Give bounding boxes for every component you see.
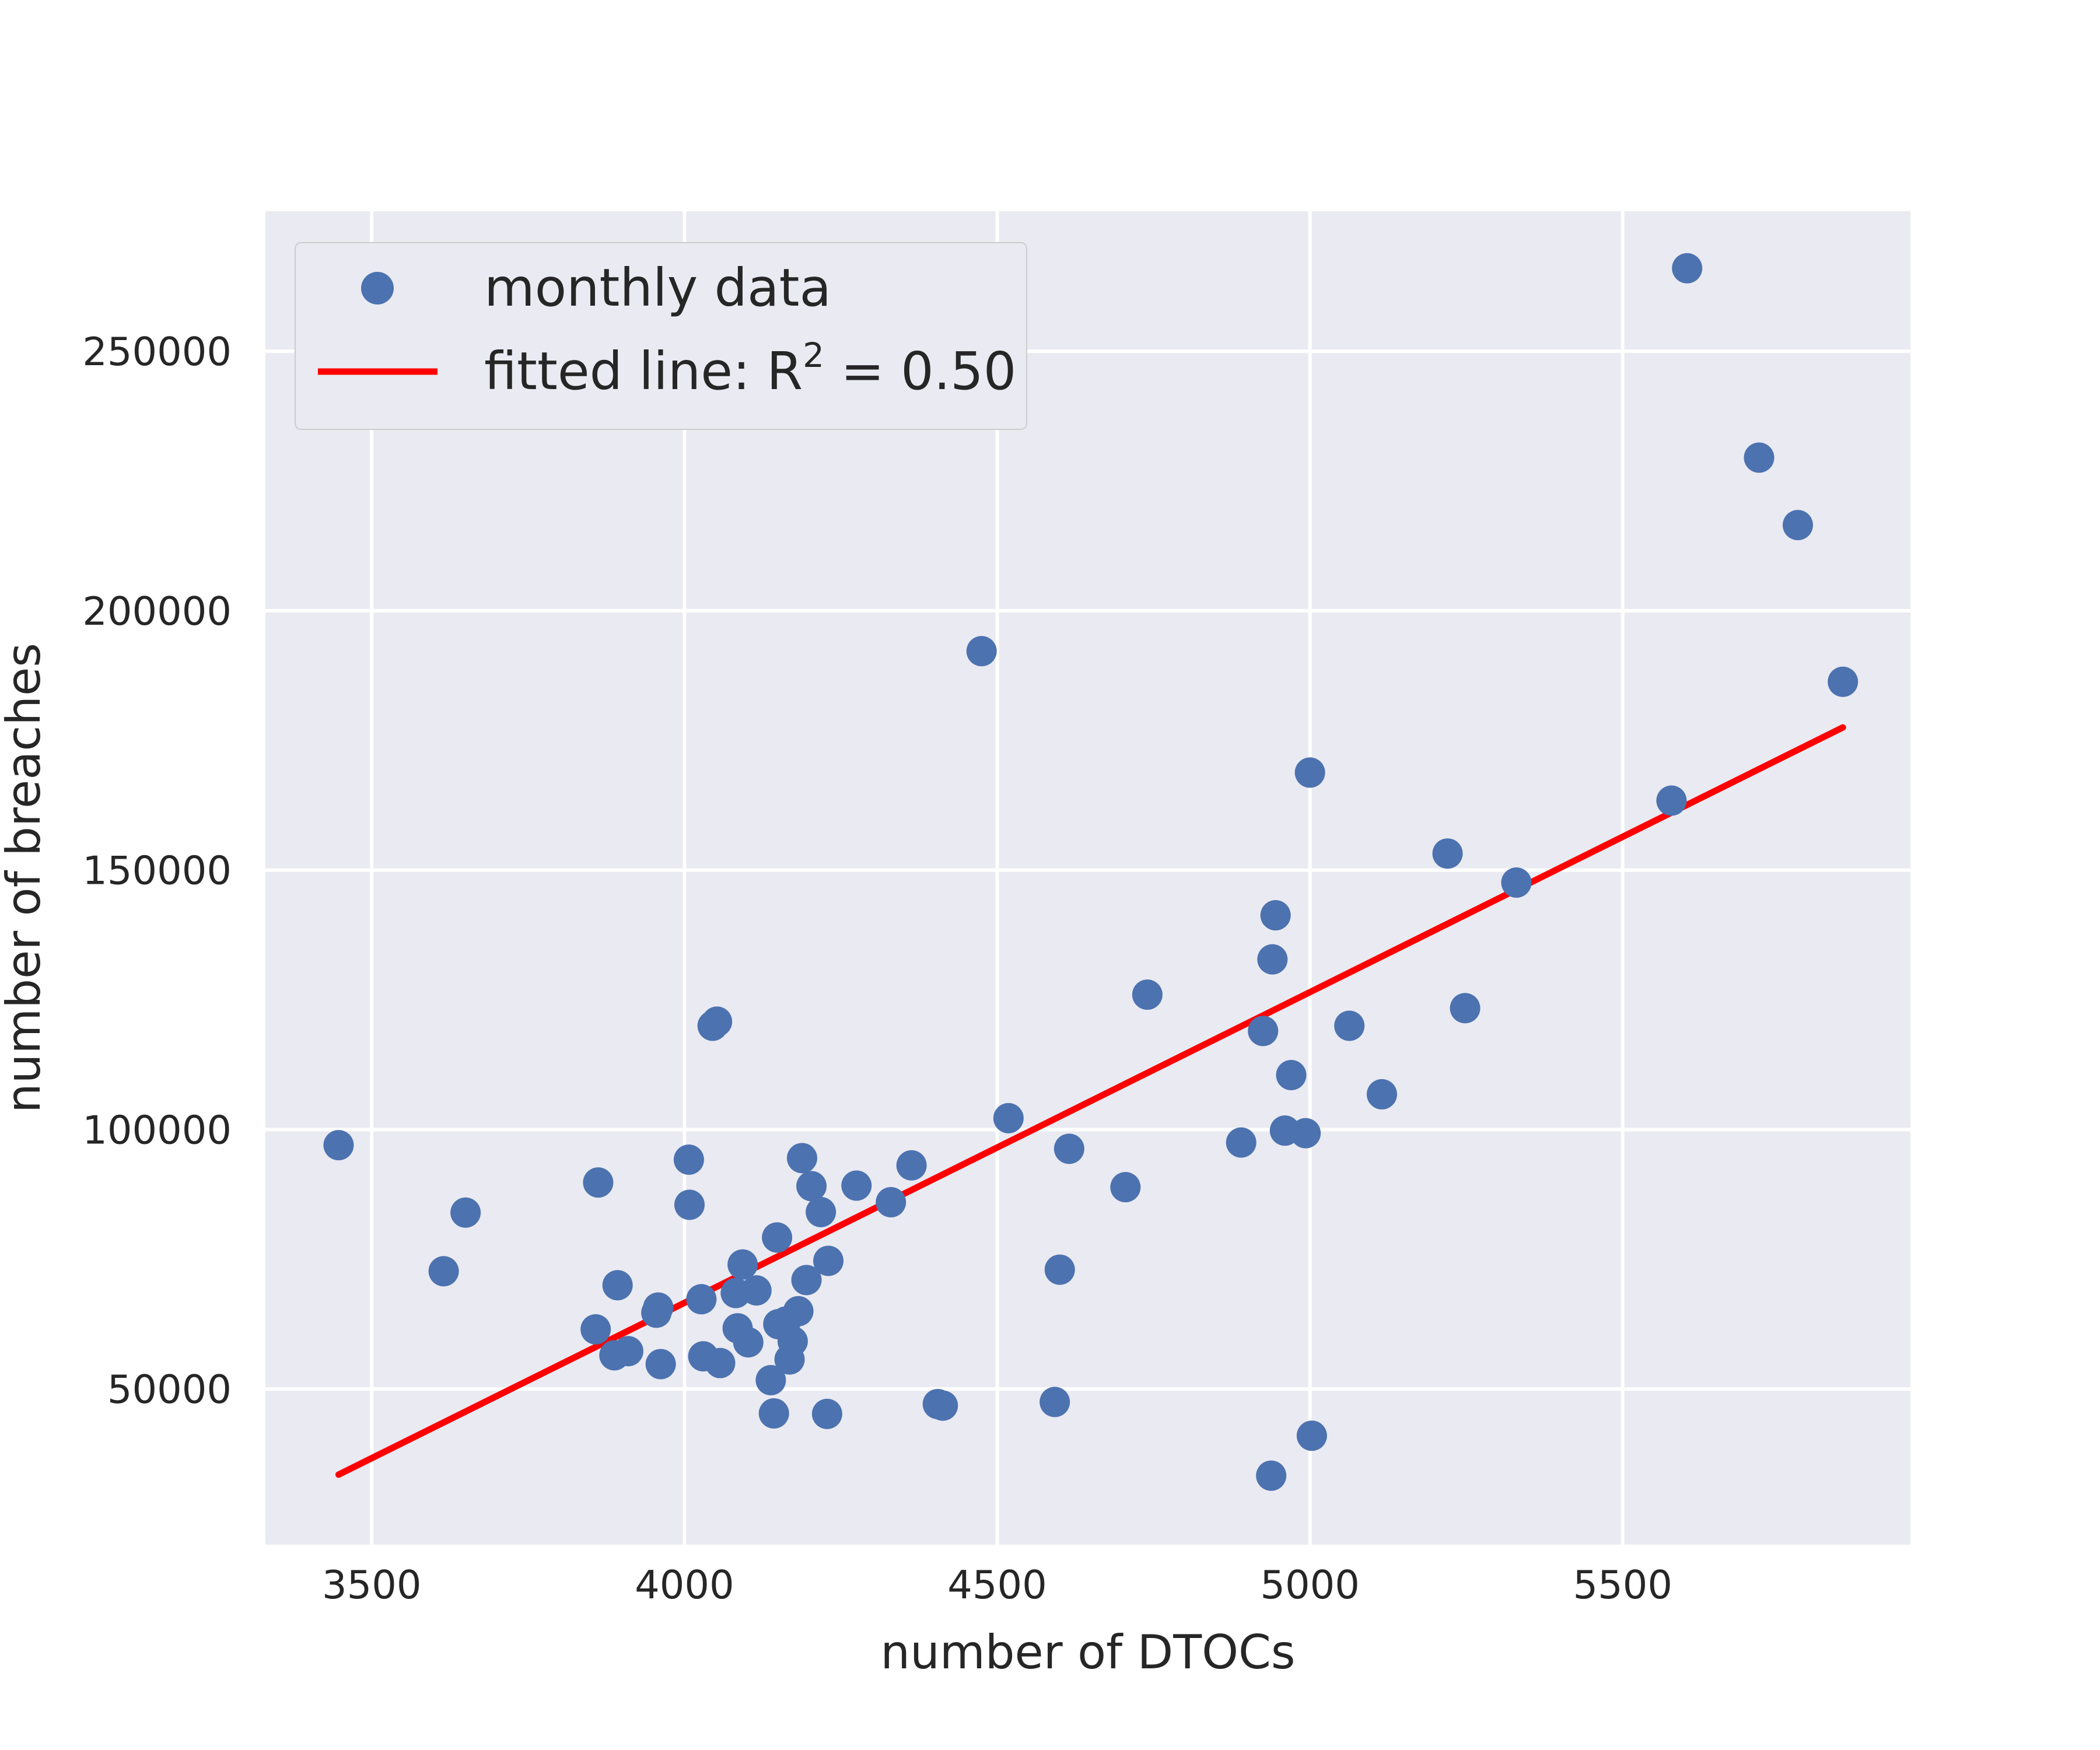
data-point — [876, 1186, 907, 1217]
legend-label-fitted-line-suffix: = 0.50 — [824, 341, 1016, 401]
data-point — [1294, 757, 1325, 788]
y-axis-label: number of breaches — [0, 643, 51, 1113]
data-point — [813, 1245, 844, 1276]
data-point — [1110, 1172, 1141, 1203]
x-tick-label: 4000 — [635, 1562, 734, 1608]
data-point — [1366, 1079, 1397, 1110]
data-point — [323, 1130, 354, 1161]
data-point — [702, 1006, 733, 1037]
data-point — [1256, 1460, 1287, 1491]
data-point — [1054, 1133, 1084, 1164]
data-point — [1248, 1016, 1279, 1046]
data-point — [727, 1249, 758, 1280]
data-point — [428, 1256, 459, 1287]
legend: monthly data fitted line: R2 = 0.50 — [295, 242, 1027, 430]
data-point — [841, 1170, 872, 1201]
legend-label-fitted-line-prefix: fitted line: R — [484, 341, 803, 401]
y-tick-label: 200000 — [82, 589, 232, 634]
data-point — [777, 1326, 808, 1357]
data-point — [1334, 1010, 1365, 1041]
data-point — [741, 1275, 772, 1306]
data-point — [643, 1292, 674, 1323]
x-tick-label: 5000 — [1260, 1562, 1360, 1608]
legend-box — [295, 242, 1027, 430]
data-point — [1296, 1420, 1327, 1451]
data-point — [966, 636, 997, 667]
legend-label-monthly-data: monthly data — [484, 257, 831, 318]
y-tick-label: 150000 — [82, 848, 232, 894]
data-point — [705, 1348, 736, 1378]
legend-label-fitted-line: fitted line: R2 = 0.50 — [484, 335, 1016, 401]
x-tick-label: 4500 — [947, 1562, 1047, 1608]
data-point — [450, 1197, 481, 1228]
data-point — [1672, 253, 1703, 284]
data-point — [796, 1171, 827, 1202]
grid-lines — [265, 211, 1910, 1545]
y-tick-label: 100000 — [82, 1107, 232, 1153]
data-point — [928, 1390, 958, 1421]
x-tick-label: 5500 — [1573, 1562, 1673, 1608]
data-point — [1257, 944, 1288, 975]
data-point — [1040, 1387, 1070, 1418]
y-tick-label: 250000 — [82, 329, 232, 374]
y-tick-label: 50000 — [107, 1367, 232, 1412]
data-point — [896, 1150, 927, 1181]
data-point — [762, 1222, 793, 1253]
plot-area — [265, 211, 1910, 1545]
data-point — [686, 1284, 717, 1315]
data-point — [1226, 1127, 1256, 1158]
data-point — [1782, 510, 1813, 541]
fitted-line — [335, 724, 1846, 1478]
data-point — [791, 1265, 822, 1296]
data-point — [580, 1314, 611, 1345]
data-point — [1044, 1254, 1075, 1285]
data-point — [612, 1336, 643, 1367]
data-point — [811, 1398, 842, 1429]
x-axis-label: number of DTOCs — [880, 1625, 1295, 1679]
legend-marker-monthly-data — [361, 272, 394, 304]
data-point — [1132, 979, 1163, 1010]
data-point — [758, 1398, 789, 1429]
data-point — [1828, 666, 1859, 697]
y-tick-labels: 50000 100000 150000 200000 250000 — [82, 329, 232, 1412]
data-point — [583, 1167, 614, 1198]
data-point — [602, 1270, 633, 1301]
data-point — [1276, 1060, 1307, 1091]
x-tick-labels: 3500 4000 4500 5000 5500 — [322, 1562, 1672, 1608]
data-point — [1450, 993, 1480, 1024]
data-point — [1260, 900, 1291, 931]
data-point — [806, 1196, 836, 1227]
data-point — [645, 1349, 676, 1380]
data-point — [673, 1144, 704, 1175]
data-point — [1432, 838, 1463, 869]
fitted-line-layer — [335, 724, 1846, 1478]
data-point — [1656, 785, 1687, 816]
data-point — [755, 1365, 786, 1396]
data-point — [993, 1102, 1024, 1133]
data-point — [786, 1143, 817, 1174]
legend-label-fitted-line-superscript: 2 — [803, 335, 824, 375]
data-point — [783, 1296, 814, 1326]
data-point — [1501, 867, 1532, 898]
data-points — [323, 253, 1859, 1491]
data-point — [674, 1189, 705, 1220]
data-point — [1290, 1118, 1321, 1149]
data-point — [1744, 442, 1774, 473]
data-point — [733, 1327, 764, 1358]
x-tick-label: 3500 — [322, 1562, 422, 1608]
